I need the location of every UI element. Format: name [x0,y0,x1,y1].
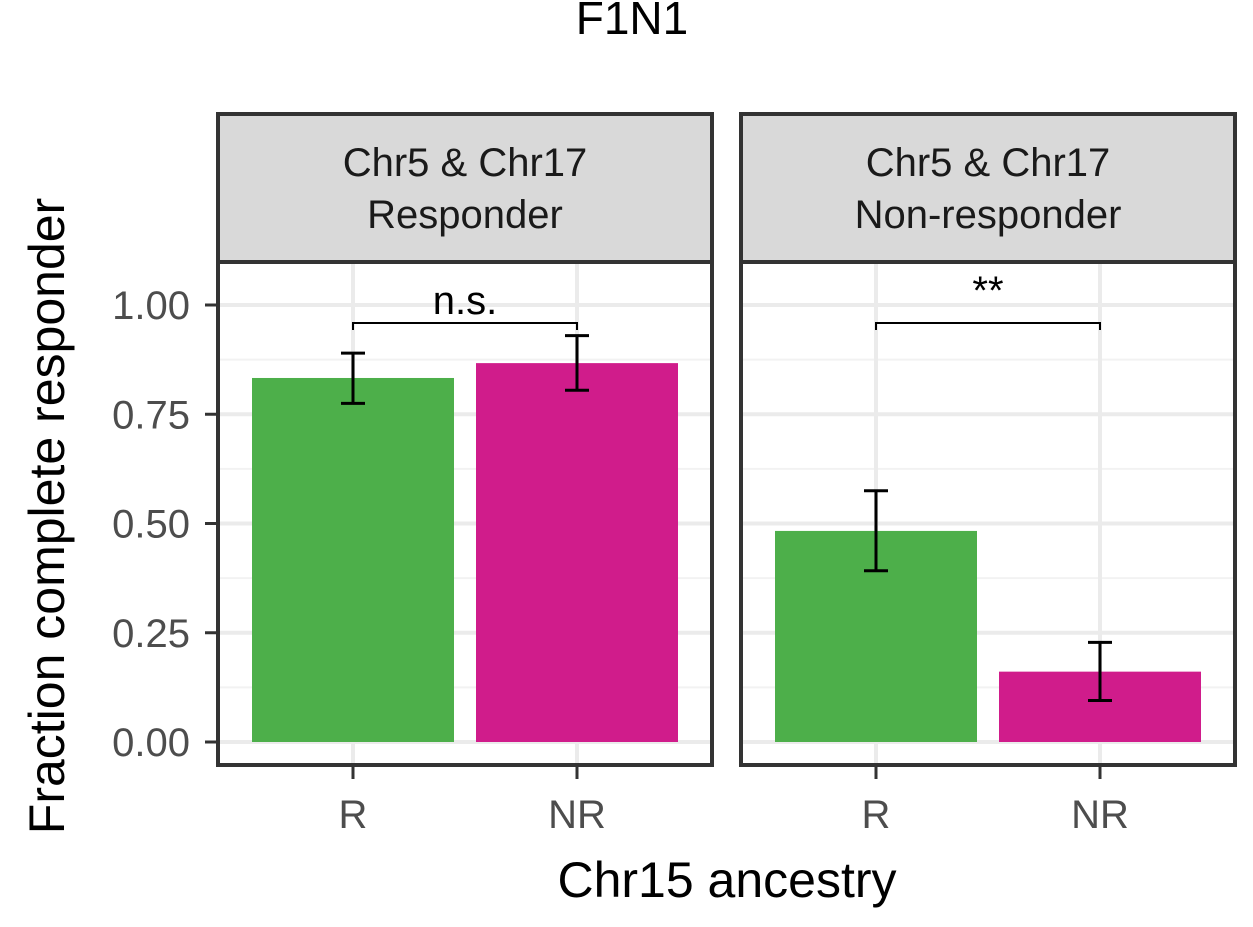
error-bar-r [864,489,888,573]
error-bar-r [341,351,365,405]
facet-strip-label: Chr5 & Chr17 [343,141,588,185]
error-bar-nr [565,334,589,392]
chart-title: F1N1 [576,0,688,44]
significance-label: ** [972,269,1003,313]
error-bar-nr [1088,640,1112,702]
chart-panels: n.s. Chr5 & Chr17 Responder R NR ** Chr5 & Chr… [216,112,1237,837]
facet-panel-2: ** Chr5 & Chr17 Non-responder R NR [739,112,1237,837]
significance-bracket [352,322,578,330]
x-tick-label: NR [1071,793,1129,837]
x-tick-label: NR [548,793,606,837]
facet-panel-1: n.s. Chr5 & Chr17 Responder R NR [216,112,714,837]
x-tick-label: R [862,793,891,837]
y-tick-label: 0.75 [112,393,190,437]
facet-strip-label: Chr5 & Chr17 [866,141,1111,185]
significance-label: n.s. [433,279,497,323]
facet-strip-label: Non-responder [855,193,1122,237]
bar-r [252,377,454,742]
facet-strip-label: Responder [367,193,563,237]
x-axis-title: Chr15 ancestry [557,852,896,908]
facet-strip [739,112,1237,264]
y-tick-label: 0.25 [112,612,190,656]
significance-bracket [875,322,1101,330]
y-tick-label: 0.50 [112,503,190,547]
y-tick-label: 1.00 [112,284,190,328]
facet-strip [216,112,714,264]
bar-nr [476,363,678,742]
y-axis-ticks: 0.00 0.25 0.50 0.75 1.00 [112,284,216,765]
x-tick-label: R [339,793,368,837]
y-tick-label: 0.00 [112,721,190,765]
y-axis-title: Fraction complete responder [19,198,75,834]
